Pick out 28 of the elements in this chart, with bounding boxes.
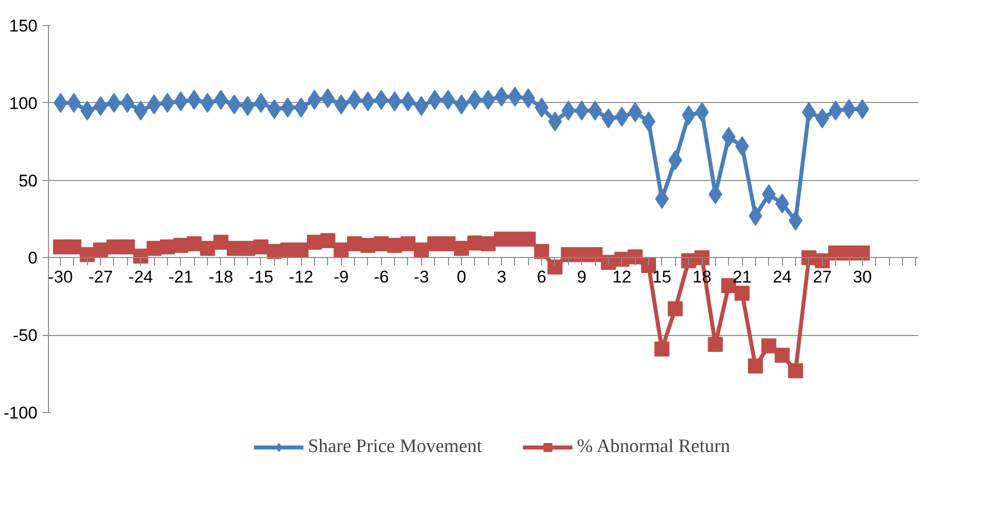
- x-tick-label: 3: [496, 268, 506, 287]
- x-tick-label: -24: [128, 268, 154, 287]
- x-tick-label: 6: [536, 268, 546, 287]
- x-tick-label: 21: [732, 268, 752, 287]
- x-tick-label: 0: [456, 268, 466, 287]
- y-tick-label: -50: [12, 326, 38, 346]
- x-tick-label: 12: [612, 268, 632, 287]
- y-tick-label: 50: [18, 171, 38, 190]
- x-tick-label: -18: [208, 268, 234, 287]
- y-tick-label: 100: [9, 94, 38, 113]
- y-tick-label: 150: [9, 16, 38, 36]
- x-tick-label: 24: [772, 268, 792, 287]
- x-tick-label: -15: [248, 268, 274, 287]
- x-tick-label: 15: [652, 268, 672, 287]
- x-tick-label: -30: [48, 268, 73, 287]
- legend-label: Share Price Movement: [308, 436, 482, 458]
- x-tick-label: -27: [88, 268, 113, 287]
- x-tick-label: -21: [168, 268, 194, 287]
- x-tick-label: 30: [852, 268, 872, 287]
- x-tick-label: 9: [577, 268, 586, 287]
- x-tick-label: 27: [812, 268, 832, 287]
- legend-label: % Abnormal Return: [577, 436, 730, 458]
- x-tick-label: -9: [334, 268, 349, 287]
- x-tick-label: -3: [414, 268, 429, 287]
- y-tick-label: -100: [3, 404, 38, 422]
- y-tick-label: 0: [28, 248, 38, 268]
- x-tick-label: -12: [288, 268, 314, 287]
- x-tick-label: -6: [374, 268, 389, 287]
